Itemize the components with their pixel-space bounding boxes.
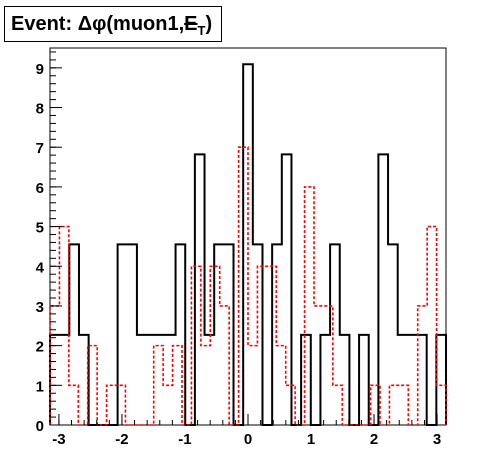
y-tick-label: 9 [36, 61, 44, 78]
series-line-solid [49, 63, 447, 426]
x-tick-label: 3 [433, 431, 441, 448]
y-tick-label: 7 [36, 140, 44, 157]
y-tick-label: 4 [36, 259, 45, 276]
x-tick-label: -3 [52, 431, 65, 448]
y-tick-label: 8 [36, 101, 44, 118]
x-tick-label: 1 [307, 431, 315, 448]
x-tick-label: 2 [370, 431, 378, 448]
chart-title: Event: Δφ(muon1,ET) [4, 6, 222, 42]
y-tick-label: 3 [36, 299, 44, 316]
y-tick-label: 1 [36, 378, 44, 395]
plot-frame [49, 47, 447, 426]
y-tick-label: 2 [36, 339, 44, 356]
x-tick-label: 0 [244, 431, 252, 448]
y-tick-label: 6 [36, 180, 44, 197]
series-line-dashed [49, 146, 447, 426]
y-tick-label: 0 [36, 418, 44, 435]
x-tick-label: -1 [178, 431, 191, 448]
y-tick-label: 5 [36, 220, 44, 237]
x-tick-label: -2 [115, 431, 128, 448]
